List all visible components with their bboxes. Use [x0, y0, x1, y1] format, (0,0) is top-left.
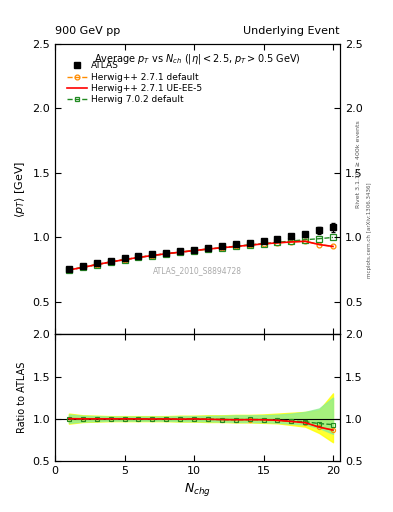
Y-axis label: Ratio to ATLAS: Ratio to ATLAS — [17, 362, 27, 433]
Text: Rivet 3.1.10, ≥ 400k events: Rivet 3.1.10, ≥ 400k events — [356, 120, 361, 208]
Legend: ATLAS, Herwig++ 2.7.1 default, Herwig++ 2.7.1 UE-EE-5, Herwig 7.0.2 default: ATLAS, Herwig++ 2.7.1 default, Herwig++ … — [65, 60, 204, 106]
Text: Average $p_T$ vs $N_{ch}$ ($|\eta| < 2.5$, $p_T > 0.5$ GeV): Average $p_T$ vs $N_{ch}$ ($|\eta| < 2.5… — [94, 52, 301, 66]
X-axis label: $N_{chg}$: $N_{chg}$ — [184, 481, 211, 498]
Text: 900 GeV pp: 900 GeV pp — [55, 26, 120, 36]
Y-axis label: $\langle p_T \rangle$ [GeV]: $\langle p_T \rangle$ [GeV] — [13, 160, 27, 218]
Text: mcplots.cern.ch [arXiv:1306.3436]: mcplots.cern.ch [arXiv:1306.3436] — [367, 183, 373, 278]
Text: Underlying Event: Underlying Event — [243, 26, 340, 36]
Text: ATLAS_2010_S8894728: ATLAS_2010_S8894728 — [153, 266, 242, 275]
